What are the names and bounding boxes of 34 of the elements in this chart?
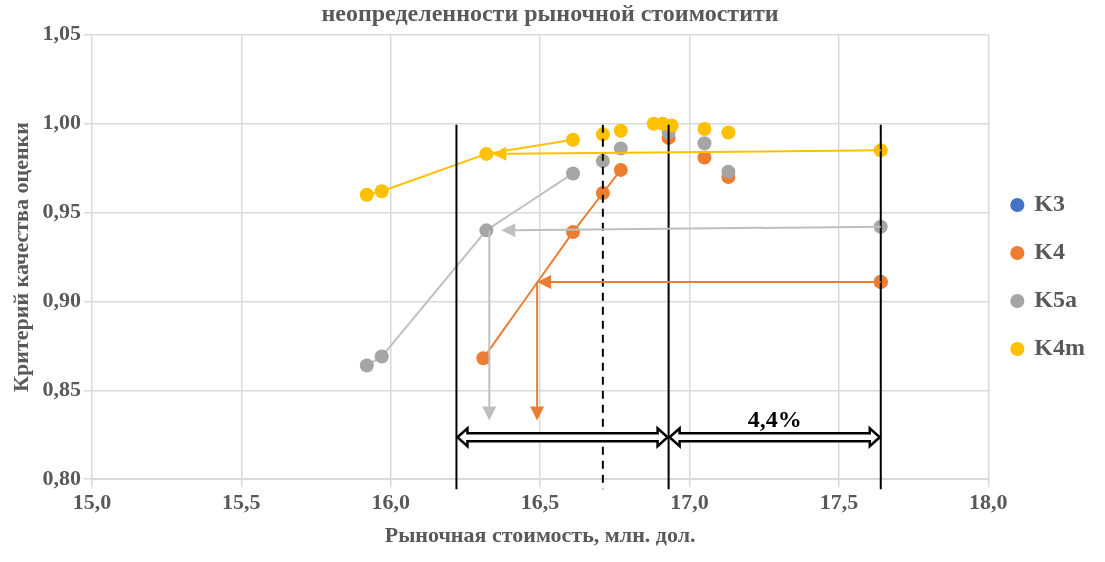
legend-label: K4 (1034, 238, 1066, 265)
legend-label: K3 (1034, 190, 1066, 217)
y-tick-label: 0,95 (42, 198, 81, 224)
legend-label: K5a (1034, 286, 1078, 313)
point (697, 136, 712, 151)
point (359, 358, 374, 373)
point (613, 162, 628, 177)
annotation: 4,4% (747, 406, 802, 433)
y-tick-label: 0,90 (42, 287, 81, 313)
point (374, 349, 389, 364)
x-axis-title: Рыночная стоимость, млн. дол. (384, 522, 696, 548)
x-tick-label: 15,5 (222, 489, 261, 515)
point (565, 132, 580, 147)
x-tick-label: 17,5 (819, 489, 859, 515)
point (613, 123, 628, 138)
x-tick-label: 16,5 (520, 489, 560, 515)
point (565, 166, 580, 181)
point (721, 164, 736, 179)
point (697, 122, 712, 137)
point (374, 184, 389, 199)
chart-title: неопределенности рыночной стоимостити (321, 0, 779, 26)
x-tick-label: 18,0 (969, 489, 1008, 515)
point (479, 146, 494, 161)
y-tick-label: 0,85 (42, 376, 81, 402)
x-tick-label: 16,0 (371, 489, 410, 515)
point (359, 187, 374, 202)
y-tick-label: 1,00 (42, 109, 81, 135)
x-tick-label: 15,0 (72, 489, 112, 515)
x-tick-label: 17,0 (670, 489, 709, 515)
y-tick-label: 0,80 (42, 464, 81, 490)
y-tick-label: 1,05 (42, 20, 81, 46)
point (721, 125, 736, 140)
legend-label: K4m (1034, 334, 1086, 361)
y-axis-title: Критерий качества оценки (7, 121, 33, 392)
